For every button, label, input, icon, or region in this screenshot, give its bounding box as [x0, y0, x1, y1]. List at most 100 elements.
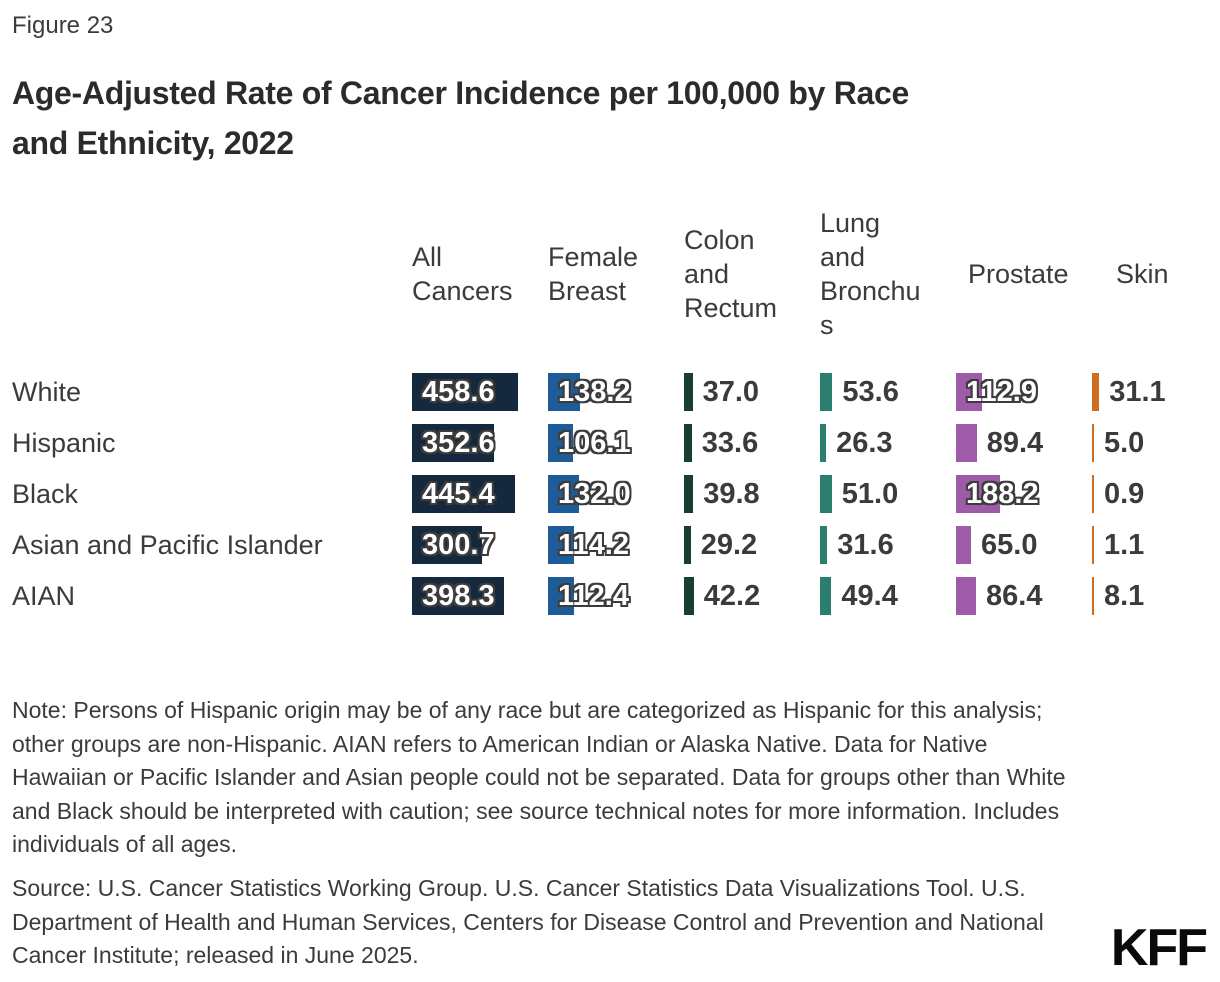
- figure-number: Figure 23: [12, 12, 114, 39]
- bar-value-label: 89.4: [986, 427, 1044, 459]
- bar-value-label: 51.0: [841, 478, 899, 510]
- bar: [548, 577, 574, 615]
- chart-title-line-2: and Ethnicity, 2022: [12, 125, 294, 161]
- kff-logo: KFF: [1110, 919, 1208, 977]
- bar: [412, 577, 505, 615]
- bar-cell: 1.1: [1092, 526, 1220, 564]
- bar-value-label: 458.6: [422, 376, 495, 408]
- bar: [412, 526, 482, 564]
- bar: [684, 373, 693, 411]
- bar-value-label: 65.0: [981, 529, 1038, 561]
- chart-title: Age-Adjusted Rate of Cancer Incidence pe…: [12, 68, 909, 168]
- bar-cell: 31.6: [820, 526, 956, 564]
- chart-title-line-1: Age-Adjusted Rate of Cancer Incidence pe…: [12, 75, 910, 111]
- row-label: Hispanic: [12, 428, 116, 458]
- bar-value-label: 132.0: [558, 478, 631, 510]
- bar-cell: 29.2: [684, 526, 820, 564]
- bar-value-label: 33.6: [701, 427, 759, 459]
- column-header: All Cancers: [412, 242, 513, 306]
- bar-value-label: 86.4: [986, 580, 1043, 612]
- bar: [548, 373, 580, 411]
- bar: [820, 526, 828, 564]
- table-row: Hispanic 352.6 106.1 33.6 26.3 89.4 5.0: [0, 424, 1220, 462]
- column-header: Prostate: [968, 259, 1069, 289]
- bar-cell: 445.4: [412, 475, 548, 513]
- bar-value-label: 445.4: [422, 478, 495, 510]
- bar-value-label: 398.3: [422, 580, 495, 612]
- bar: [820, 424, 827, 462]
- note-text: Note: Persons of Hispanic origin may be …: [12, 697, 1066, 857]
- bar-cell: 53.6: [820, 373, 956, 411]
- table-row: White 458.6 138.2 37.0 53.6 112.9 31.1: [0, 373, 1220, 411]
- bar-value-label: 49.4: [841, 580, 898, 612]
- bar-value-label: 37.0: [702, 376, 760, 408]
- bar: [820, 577, 832, 615]
- bar: [956, 475, 1000, 513]
- bar: [548, 526, 575, 564]
- bar: [1092, 526, 1094, 564]
- bar: [412, 424, 494, 462]
- bar: [956, 424, 977, 462]
- row-label: White: [12, 377, 82, 407]
- bar: [820, 373, 833, 411]
- bar-value-label: 300.7: [422, 529, 495, 561]
- bar-value-label: 26.3: [836, 427, 893, 459]
- column-header: Skin: [1116, 259, 1169, 289]
- bar-value-label: 0.9: [1104, 478, 1145, 510]
- column-header: Female Breast: [548, 242, 639, 306]
- bar-cell: 26.3: [820, 424, 956, 462]
- bar: [1092, 424, 1094, 462]
- bar: [548, 424, 573, 462]
- bar: [684, 526, 691, 564]
- bar-cell: 458.6: [412, 373, 548, 411]
- bar-cell: 114.2: [548, 526, 684, 564]
- bar-cell: 51.0: [820, 475, 956, 513]
- bar-cell: 138.2: [548, 373, 684, 411]
- column-header: Colon and Rectum: [684, 225, 778, 323]
- bar-value-label: 114.2: [558, 529, 629, 561]
- row-label: Black: [12, 479, 79, 509]
- table-row: AIAN 398.3 112.4 42.2 49.4 86.4 8.1: [0, 577, 1220, 615]
- bar-value-label: 39.8: [703, 478, 760, 510]
- bar-cell: 49.4: [820, 577, 956, 615]
- bar-cell: 0.9: [1092, 475, 1220, 513]
- bar-value-label: 138.2: [558, 376, 631, 408]
- bar-cell: 5.0: [1092, 424, 1220, 462]
- bar-value-label: 53.6: [842, 376, 899, 408]
- bar-cell: 37.0: [684, 373, 820, 411]
- bar: [1092, 475, 1094, 513]
- column-header: Lung and Bronchus: [820, 208, 921, 340]
- bar-value-label: 31.1: [1109, 376, 1166, 408]
- bar-cell: 33.6: [684, 424, 820, 462]
- table-row: Asian and Pacific Islander 300.7 114.2 29.2…: [0, 526, 1220, 564]
- bar-cell: 86.4: [956, 577, 1092, 615]
- bar-cell: 106.1: [548, 424, 684, 462]
- bar-value-label: 106.1: [558, 427, 631, 459]
- bar: [956, 577, 976, 615]
- bar: [684, 424, 692, 462]
- bar-value-label: 112.4: [558, 580, 629, 612]
- bar-value-label: 188.2: [966, 478, 1039, 510]
- bar-value-label: 31.6: [837, 529, 894, 561]
- row-label: AIAN: [12, 581, 76, 611]
- row-label: Asian and Pacific Islander: [12, 530, 323, 560]
- bar: [956, 526, 971, 564]
- bar: [684, 577, 694, 615]
- bar-cell: 89.4: [956, 424, 1092, 462]
- bar-cell: 352.6: [412, 424, 548, 462]
- chart-header: All Cancers Female Breast Colon and Rectum…: [0, 185, 1220, 363]
- bar-value-label: 112.9: [966, 376, 1037, 408]
- bar-cell: 42.2: [684, 577, 820, 615]
- bar-value-label: 42.2: [703, 580, 761, 612]
- bar: [1092, 373, 1100, 411]
- bar-cell: 39.8: [684, 475, 820, 513]
- bar: [548, 475, 579, 513]
- bar-cell: 112.9: [956, 373, 1092, 411]
- bar-value-label: 1.1: [1104, 529, 1145, 561]
- chart-rows: White 458.6 138.2 37.0 53.6 112.9 31.1 Hispanic…: [0, 373, 1220, 628]
- bar-cell: 132.0: [548, 475, 684, 513]
- bar-cell: 31.1: [1092, 373, 1220, 411]
- bar: [684, 475, 694, 513]
- bar: [820, 475, 832, 513]
